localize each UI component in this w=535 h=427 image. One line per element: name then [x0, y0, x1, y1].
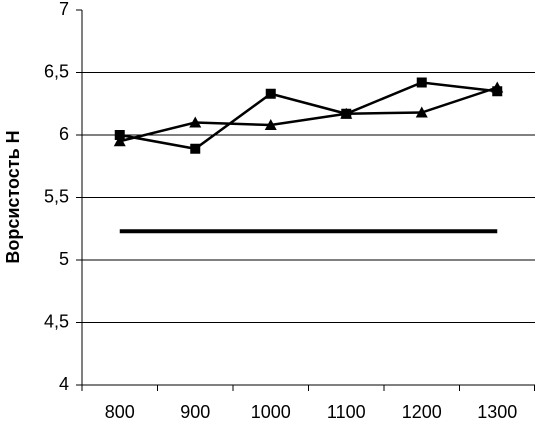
y-tick-label: 7 — [59, 0, 69, 19]
marker — [416, 77, 427, 88]
y-tick-label: 6,5 — [44, 61, 69, 81]
y-tick-label: 5 — [59, 249, 69, 269]
series-line — [119, 86, 498, 143]
y-tick-label: 4,5 — [44, 311, 69, 331]
marker — [265, 88, 276, 99]
x-tick-label: 900 — [180, 402, 210, 422]
x-tick-label: 1200 — [402, 402, 442, 422]
x-tick-label: 1300 — [477, 402, 517, 422]
y-tick-label: 5,5 — [44, 186, 69, 206]
marker — [113, 135, 126, 147]
marker — [190, 143, 201, 154]
marker — [264, 119, 277, 130]
marker — [340, 107, 353, 119]
x-tick-label: 1100 — [327, 402, 366, 422]
marker — [491, 81, 504, 93]
marker — [189, 116, 202, 128]
y-tick-label: 6 — [59, 124, 69, 144]
marker — [114, 130, 125, 140]
y-axis-label: Ворсистость Н — [3, 130, 23, 263]
marker — [415, 106, 428, 118]
series-line — [119, 81, 498, 151]
y-tick-label: 4 — [59, 374, 69, 394]
x-tick-label: 800 — [105, 402, 135, 422]
x-tick-label: 1000 — [251, 402, 291, 422]
